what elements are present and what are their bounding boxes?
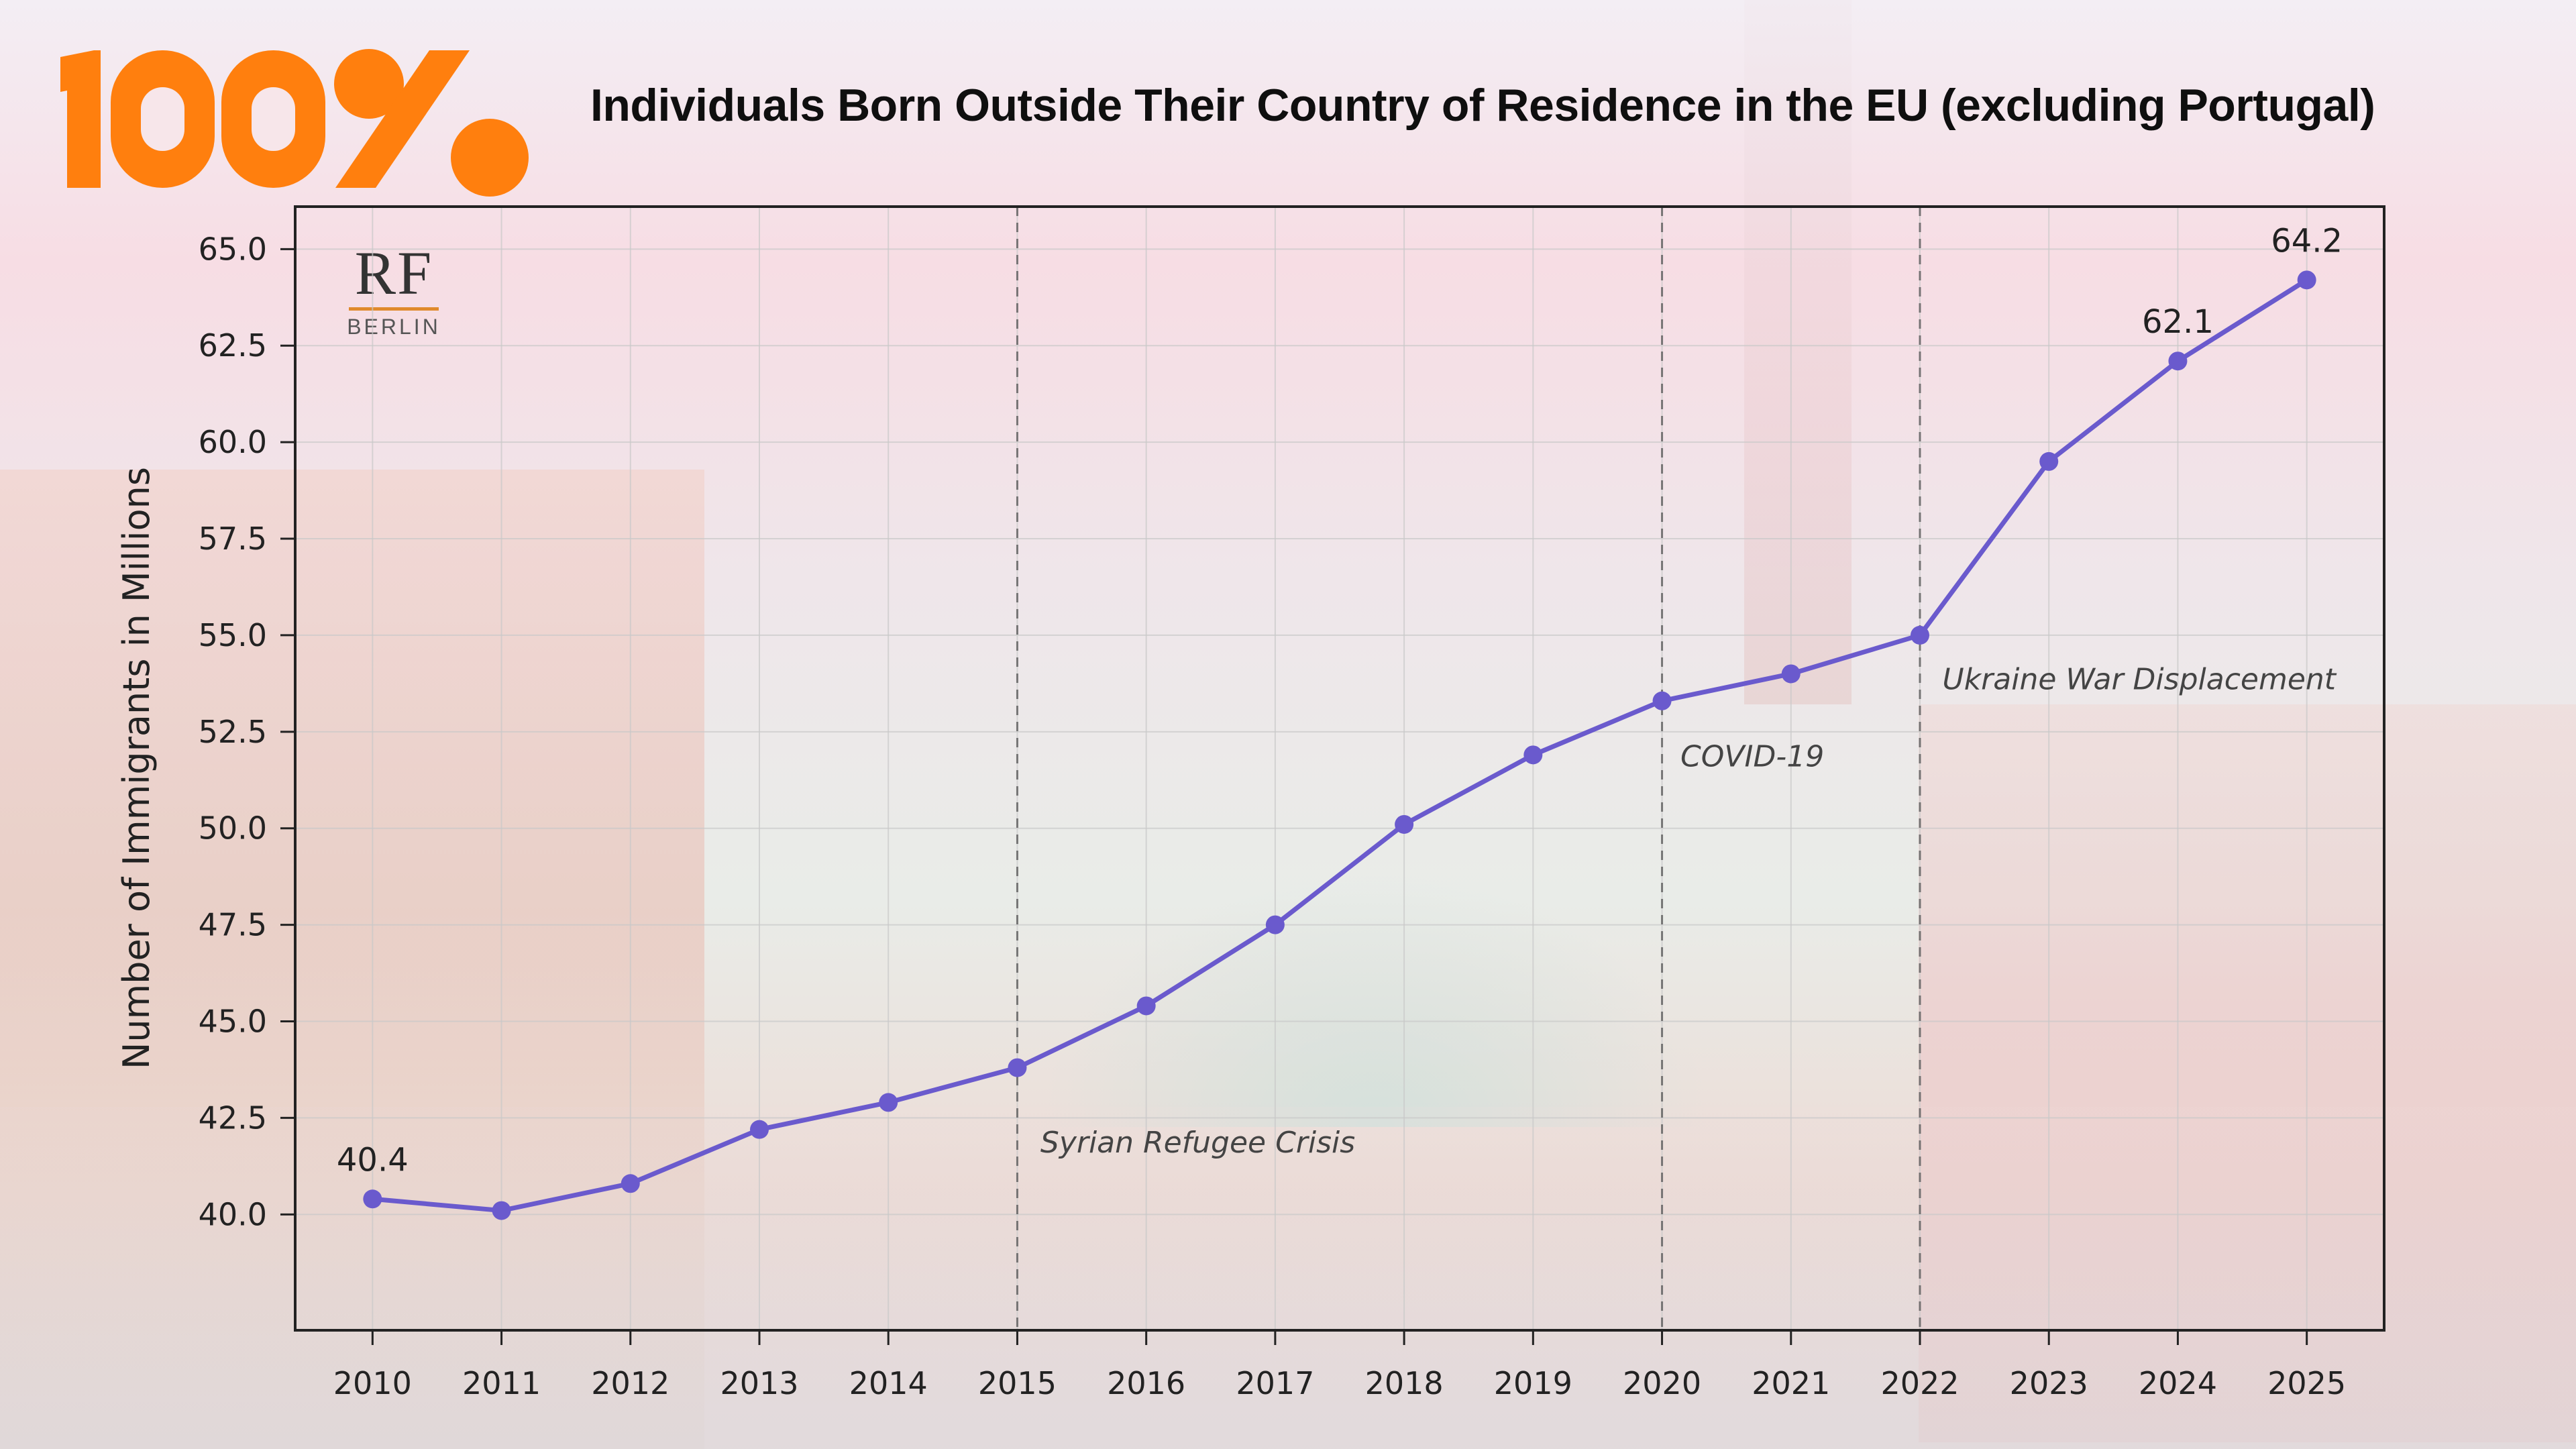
data-point xyxy=(1781,664,1801,684)
background-buildings-left xyxy=(0,470,704,1449)
data-point xyxy=(2168,352,2188,371)
event-annotation: Ukraine War Displacement xyxy=(1943,663,2337,697)
y-tick-label: 65.0 xyxy=(199,231,267,267)
data-point xyxy=(2039,451,2059,471)
watermark-bar xyxy=(349,307,439,311)
data-point xyxy=(492,1201,511,1220)
data-point xyxy=(1652,691,1672,710)
rf-berlin-watermark: RF BERLIN xyxy=(343,239,444,339)
y-axis-title: Number of Immigrants in Millions xyxy=(115,467,158,1069)
data-label: 40.4 xyxy=(337,1141,409,1179)
x-tick-label: 2021 xyxy=(1752,1365,1830,1401)
y-tick-label: 45.0 xyxy=(199,1004,267,1040)
y-tick-label: 60.0 xyxy=(199,424,267,460)
x-tick-label: 2015 xyxy=(978,1365,1057,1401)
event-annotation: COVID-19 xyxy=(1680,740,1824,774)
plot-frame xyxy=(294,205,2385,1332)
x-tick-label: 2012 xyxy=(591,1365,669,1401)
x-tick-label: 2024 xyxy=(2139,1365,2217,1401)
grid xyxy=(295,207,2384,1330)
y-tick-label: 50.0 xyxy=(199,810,267,847)
y-tick-label: 52.5 xyxy=(199,714,267,750)
y-tick-label: 55.0 xyxy=(199,617,267,653)
background-church-tower xyxy=(1744,0,1851,704)
data-point xyxy=(1136,996,1156,1016)
data-point xyxy=(1523,745,1543,765)
background-canal xyxy=(0,1107,2576,1449)
series-line xyxy=(372,278,2308,1214)
brand-logo xyxy=(60,49,529,197)
chart-title: Individuals Born Outside Their Country o… xyxy=(590,80,2375,131)
x-tick-label: 2010 xyxy=(333,1365,412,1401)
data-point xyxy=(363,1189,382,1209)
y-tick-label: 57.5 xyxy=(199,521,267,557)
x-tick-label: 2025 xyxy=(2267,1365,2346,1401)
y-tick-label: 47.5 xyxy=(199,907,267,943)
data-label: 62.1 xyxy=(2142,303,2214,341)
x-tick-label: 2020 xyxy=(1623,1365,1701,1401)
data-label: 64.2 xyxy=(2271,222,2343,260)
x-tick-label: 2013 xyxy=(720,1365,798,1401)
y-tick-label: 42.5 xyxy=(199,1099,267,1136)
x-tick-label: 2014 xyxy=(849,1365,928,1401)
x-tick-label: 2016 xyxy=(1107,1365,1185,1401)
data-point xyxy=(1265,915,1285,934)
x-tick-label: 2022 xyxy=(1880,1365,1959,1401)
event-annotation: Syrian Refugee Crisis xyxy=(1040,1126,1355,1160)
y-tick-label: 40.0 xyxy=(199,1196,267,1232)
data-point xyxy=(621,1174,640,1193)
x-tick-label: 2011 xyxy=(462,1365,541,1401)
y-tick-label: 62.5 xyxy=(199,327,267,364)
data-point xyxy=(1008,1058,1027,1077)
data-points xyxy=(363,270,2316,1220)
event-lines: Syrian Refugee Crisis COVID-19 Ukraine War… xyxy=(1016,207,2337,1330)
background-buildings-right xyxy=(1919,704,2576,1442)
x-tick-label: 2023 xyxy=(2010,1365,2088,1401)
brand-logo-mark xyxy=(60,49,529,197)
data-point xyxy=(750,1120,769,1139)
x-tick-label: 2019 xyxy=(1494,1365,1572,1401)
axes: 2010 2011 2012 2013 2014 2015 2016 2017 2018 2019… xyxy=(199,231,2347,1401)
x-tick-label: 2018 xyxy=(1365,1365,1444,1401)
data-labels: 40.4 62.1 64.2 xyxy=(337,222,2343,1179)
data-point xyxy=(1395,814,1414,834)
data-point xyxy=(879,1093,898,1112)
x-tick-label: 2017 xyxy=(1236,1365,1314,1401)
data-point xyxy=(1911,625,1929,645)
data-point xyxy=(2297,270,2316,290)
watermark-initials: RF xyxy=(354,239,433,307)
watermark-city: BERLIN xyxy=(347,315,441,339)
